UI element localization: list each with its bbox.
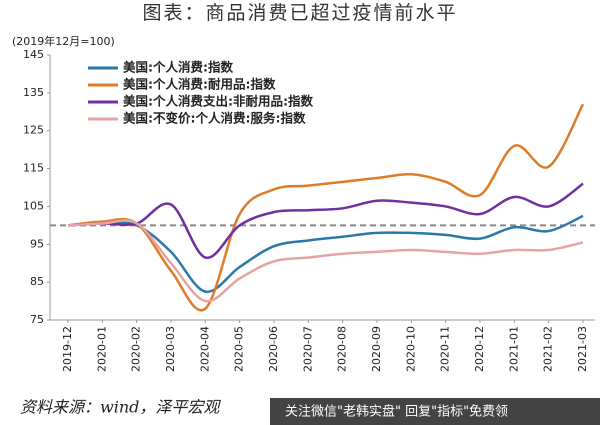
x-tick-label: 2020-03 [164, 326, 177, 372]
series-line [67, 214, 584, 293]
chart-title: 图表：商品消费已超过疫情前水平 [142, 2, 457, 24]
legend-label: 美国:不变价:个人消费:服务:指数 [123, 111, 306, 126]
x-tick-label: 2020-01 [95, 326, 108, 372]
x-tick-label: 2020-10 [404, 326, 417, 372]
x-tick-label: 2020-05 [233, 326, 246, 372]
y-tick-label: 135 [23, 86, 44, 99]
x-tick-label: 2021-03 [576, 326, 589, 372]
y-tick-label: 85 [30, 275, 44, 288]
banner: 关注微信"老韩实盘" 回复"指标"免费领 [285, 404, 508, 420]
y-tick-label: 95 [30, 237, 44, 250]
y-tick-label: 105 [23, 199, 44, 212]
x-tick-label: 2020-08 [336, 326, 349, 372]
x-tick-label: 2020-09 [370, 326, 383, 372]
series-line [67, 103, 585, 312]
banner-bg [270, 398, 600, 425]
x-tick-label: 2021-01 [507, 326, 520, 372]
x-tick-label: 2020-04 [198, 326, 211, 372]
x-tick-label: 2020-06 [267, 326, 280, 372]
legend-label: 美国:个人消费:耐用品:指数 [123, 77, 276, 92]
y-tick-label: 125 [23, 124, 44, 137]
x-tick-label: 2020-11 [439, 326, 452, 372]
y-tick-label: 145 [23, 48, 44, 61]
x-tick-label: 2020-07 [301, 326, 314, 372]
source: 资料来源：wind，泽平宏观 [20, 398, 221, 417]
y-tick-label: 115 [23, 162, 44, 175]
series-line [67, 219, 584, 303]
legend-label: 美国:个人消费支出:非耐用品:指数 [123, 94, 313, 109]
x-tick-label: 2020-02 [130, 326, 143, 372]
y-tick-label: 75 [30, 313, 44, 326]
x-tick-label: 2020-12 [473, 326, 486, 372]
legend-label: 美国:个人消费:指数 [123, 60, 233, 75]
series-line [67, 182, 584, 259]
x-tick-label: 2019-12 [61, 326, 74, 372]
subtitle: (2019年12月=100) [12, 34, 115, 48]
x-tick-label: 2021-02 [542, 326, 555, 372]
